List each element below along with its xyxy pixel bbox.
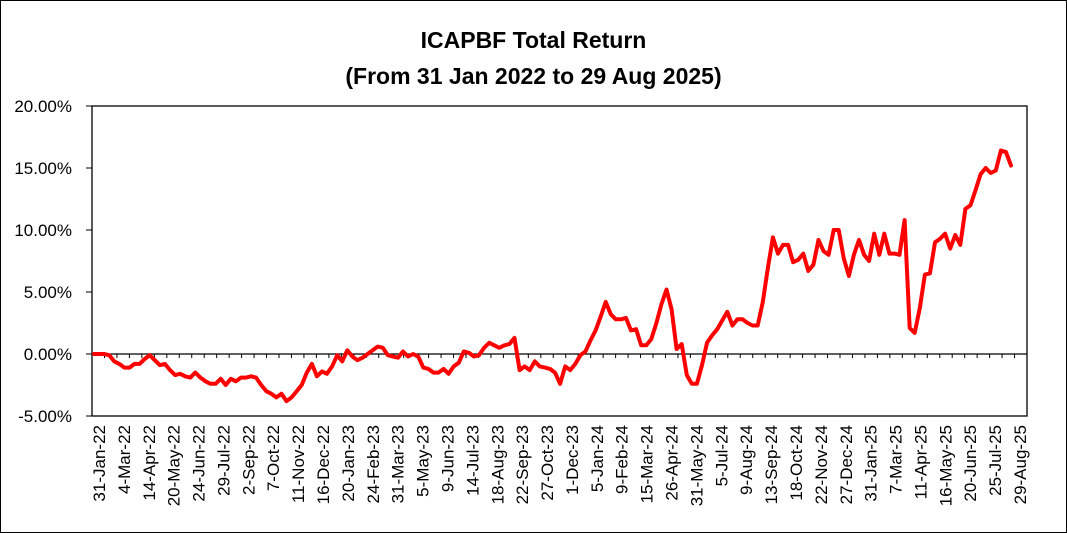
x-tick-label: 4-Mar-22 [115, 425, 134, 494]
x-tick-label: 26-Apr-24 [663, 425, 682, 501]
series-line [92, 148, 1013, 404]
x-tick-label: 11-Nov-22 [289, 425, 308, 503]
x-tick-label: 11-Apr-25 [911, 425, 930, 499]
x-tick-label: 27-Oct-23 [538, 425, 557, 501]
x-tick-label: 22-Sep-23 [513, 425, 532, 504]
x-tick-label: 9-Feb-24 [613, 425, 632, 494]
y-tick-label: 20.00% [14, 97, 72, 116]
y-tick-label: 15.00% [14, 159, 72, 178]
x-tick-label: 15-Mar-24 [638, 425, 657, 503]
x-tick-label: 18-Oct-24 [787, 425, 806, 501]
x-tick-label: 22-Nov-24 [812, 425, 831, 504]
x-tick-label: 5-May-23 [414, 425, 433, 497]
x-tick-label: 7-Mar-25 [887, 425, 906, 494]
x-tick-label: 1-Dec-23 [563, 425, 582, 495]
x-tick-label: 14-Jul-23 [463, 425, 482, 496]
x-tick-label: 29-Aug-25 [1011, 425, 1030, 504]
y-tick-label: 0.00% [24, 345, 72, 364]
plot-area [91, 105, 1028, 417]
x-tick-label: 16-Dec-22 [314, 425, 333, 504]
x-tick-label: 20-Jan-23 [339, 425, 358, 502]
x-tick-label: 31-May-24 [687, 425, 706, 506]
x-tick-label: 18-Aug-23 [488, 425, 507, 504]
y-tick-label: 5.00% [24, 283, 72, 302]
x-tick-label: 14-Apr-22 [140, 425, 159, 501]
x-tick-label: 9-Aug-24 [737, 425, 756, 495]
x-tick-label: 31-Mar-23 [389, 425, 408, 503]
x-tick-label: 16-May-25 [936, 425, 955, 506]
x-tick-label: 5-Jul-24 [712, 425, 731, 486]
x-tick-label: 29-Jul-22 [214, 425, 233, 496]
x-tick-label: 7-Oct-22 [264, 425, 283, 491]
x-tick-label: 25-Jul-25 [986, 425, 1005, 496]
chart-title: ICAPBF Total Return [420, 27, 647, 53]
x-tick-label: 31-Jan-22 [90, 425, 109, 502]
x-tick-label: 20-Jun-25 [961, 425, 980, 502]
chart-subtitle: (From 31 Jan 2022 to 29 Aug 2025) [345, 63, 722, 89]
x-tick-label: 20-May-22 [165, 425, 184, 506]
x-tick-label: 24-Jun-22 [190, 425, 209, 502]
x-tick-label: 27-Dec-24 [837, 425, 856, 504]
x-tick-label: 5-Jan-24 [588, 425, 607, 492]
x-tick-label: 31-Jan-25 [862, 425, 881, 502]
y-tick-label: -5.00% [18, 407, 72, 426]
x-tick-label: 13-Sep-24 [762, 425, 781, 504]
x-tick-label: 24-Feb-23 [364, 425, 383, 503]
y-tick-label: 10.00% [14, 221, 72, 240]
x-tick-label: 2-Sep-22 [239, 425, 258, 495]
x-tick-label: 9-Jun-23 [438, 425, 457, 492]
